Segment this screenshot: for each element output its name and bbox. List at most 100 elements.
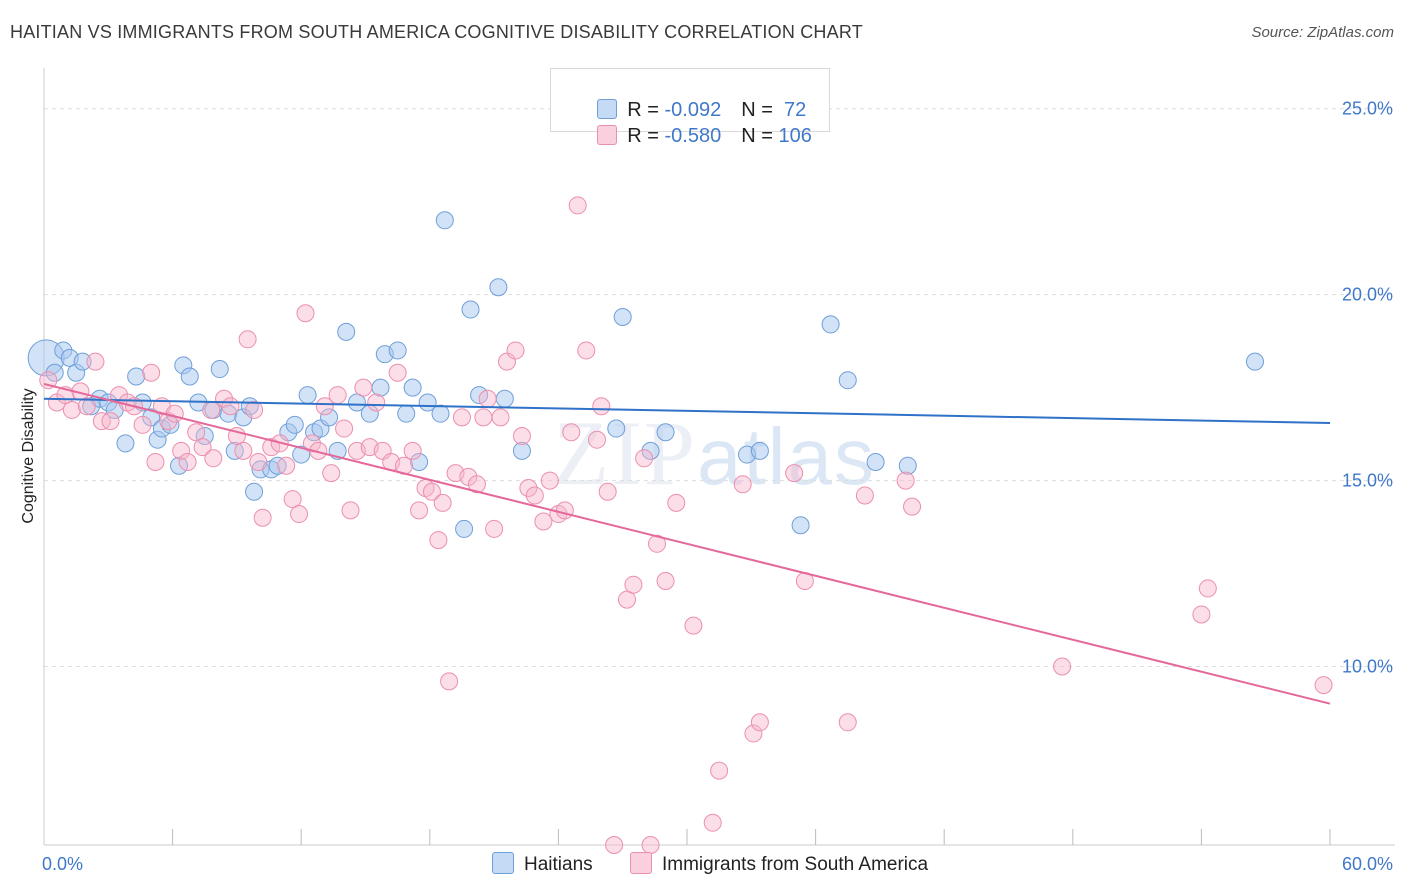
south-america-point [525, 486, 544, 505]
haitians-point [298, 386, 317, 405]
haitians-point [73, 352, 92, 371]
south-america-swatch [630, 852, 652, 874]
south-america-point [283, 490, 302, 509]
south-america-point [750, 713, 769, 732]
legend-r-label: R = [627, 99, 665, 121]
south-america-point [403, 441, 422, 460]
south-america-point [703, 813, 722, 832]
y-tick-label: 20.0% [1342, 285, 1393, 305]
legend-n-label: N = [741, 125, 779, 147]
bottom-legend-south-america: Immigrants from South America [630, 852, 928, 876]
south-america-point [785, 464, 804, 483]
axis-ticks: 10.0% 15.0% 20.0% 25.0% 0.0% 60.0% [42, 99, 1393, 874]
bottom-legend-haitians: Haitians [492, 852, 593, 876]
haitians-point [410, 453, 429, 471]
south-america-point [193, 438, 212, 457]
south-america-point [234, 441, 253, 460]
south-america-point [388, 363, 407, 382]
south-america-point [617, 590, 636, 609]
haitians-point [791, 516, 810, 535]
haitians-point [435, 211, 454, 230]
south-america-point [290, 505, 309, 524]
south-america-point [101, 412, 120, 431]
south-america-point [592, 397, 611, 416]
haitians-point [116, 434, 135, 453]
south-america-point [315, 397, 334, 416]
legend-n-value: 106 [778, 125, 812, 147]
haitians-point [613, 307, 632, 326]
legend-n-value: 72 [778, 99, 807, 121]
south-america-point [253, 508, 272, 527]
haitians-label: Haitians [524, 854, 593, 875]
south-america-point [440, 672, 459, 691]
haitians-point [495, 389, 514, 408]
south-america-point [540, 471, 559, 490]
haitians-point [461, 300, 480, 319]
south-america-point [1192, 605, 1211, 624]
south-america-point [410, 501, 429, 520]
watermark-zip: ZIP [553, 402, 697, 504]
grid-lines [44, 108, 1395, 668]
haitians-point [388, 341, 407, 360]
south-america-point [512, 426, 531, 445]
south-america-point [605, 836, 624, 854]
south-america-point [896, 471, 915, 490]
south-america-point [335, 419, 354, 438]
x-tick-label: 60.0% [1342, 854, 1393, 874]
haitians-point [1245, 352, 1264, 371]
south-america-point [641, 836, 660, 854]
axes [43, 68, 1395, 846]
south-america-point [249, 453, 268, 471]
south-america-point [165, 404, 184, 423]
south-america-point [467, 475, 486, 494]
legend-swatch-south-america [597, 125, 618, 145]
haitians-point [285, 415, 304, 434]
haitians-point [431, 404, 450, 423]
south-america-point [519, 479, 538, 498]
south-america-point [577, 341, 596, 360]
south-america-point [433, 493, 452, 512]
haitians-point [245, 482, 264, 501]
south-america-point [296, 304, 315, 323]
south-america-point [855, 486, 874, 505]
south-america-point [341, 501, 360, 520]
chart-title: HAITIAN VS IMMIGRANTS FROM SOUTH AMERICA… [10, 22, 863, 42]
legend-swatch-haitians [597, 99, 618, 119]
south-america-point [903, 497, 922, 516]
haitians-point [641, 441, 660, 460]
south-america-point [322, 464, 341, 483]
south-america-point [277, 456, 296, 475]
legend-r-value: -0.580 [664, 125, 722, 147]
south-america-point [328, 386, 347, 405]
south-america-point [452, 408, 471, 427]
y-tick-label: 25.0% [1342, 99, 1393, 119]
south-america-points [39, 196, 1333, 854]
watermark-atlas: atlas [697, 412, 876, 501]
correlation-legend: R = -0.092 N = 72 R = -0.580 N = 106 [550, 68, 830, 147]
haitians-point [195, 426, 214, 445]
south-america-point [667, 493, 686, 512]
x-tick-label: 0.0% [42, 854, 83, 874]
south-america-point [555, 501, 574, 520]
south-america-point [568, 196, 587, 215]
haitians-point [750, 441, 769, 460]
legend-r-label: R = [627, 125, 665, 147]
haitians-swatch [492, 852, 514, 874]
south-america-point [86, 352, 105, 371]
south-america-point [635, 449, 654, 468]
south-america-point [710, 761, 729, 780]
source-label: Source: ZipAtlas.com [1251, 24, 1394, 41]
y-axis-label: Cognitive Disability [20, 388, 37, 523]
haitians-point [397, 404, 416, 423]
south-america-point [598, 482, 617, 501]
haitians-points [27, 211, 1264, 538]
y-tick-label: 10.0% [1342, 657, 1393, 677]
legend-row-south-america: R = -0.580 N = 106 [575, 102, 812, 147]
south-america-point [744, 724, 763, 743]
south-america-point [491, 408, 510, 427]
south-america-point [238, 330, 257, 349]
south-america-point [733, 475, 752, 494]
south-america-point [422, 482, 441, 501]
haitians-point [470, 386, 489, 405]
haitians-point [210, 360, 229, 379]
